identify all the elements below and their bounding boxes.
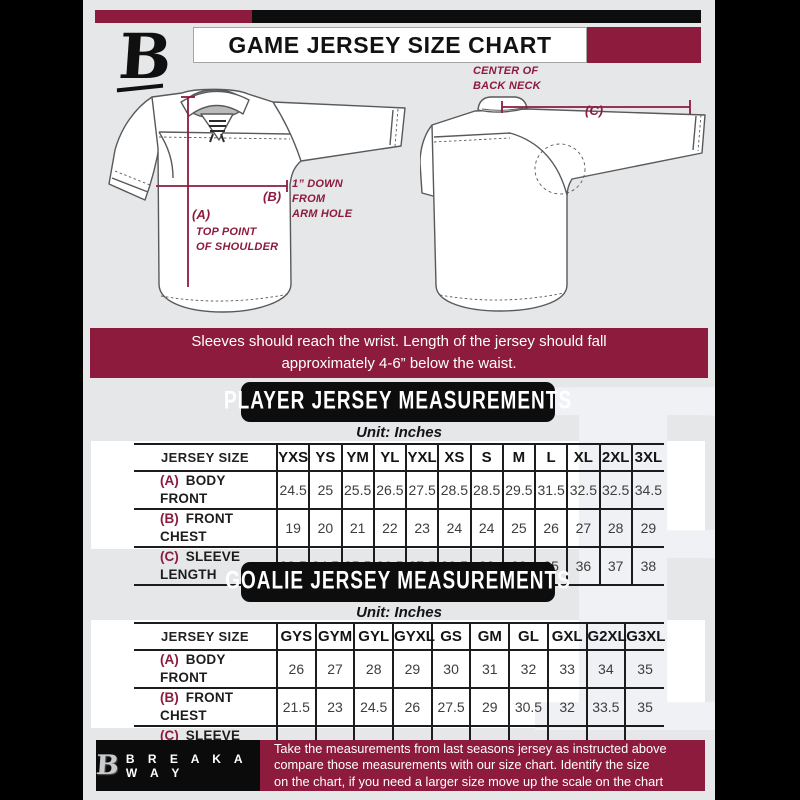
front-left-sleeve [108, 96, 161, 201]
measure-b-key: (B) [263, 189, 282, 204]
measure-a-key: (A) [192, 207, 211, 222]
header-accent-bar-black [252, 10, 701, 23]
breakaway-footer-logo-icon: B [94, 750, 120, 781]
table-row: (A) BODY FRONT 24.5 25 25.5 26.5 27.5 28.… [134, 471, 664, 510]
measure-c-key: (C) [585, 103, 604, 118]
center-back-neck-note: CENTER OF BACK NECK [473, 65, 541, 92]
goalie-section-banner: GOALIE JERSEY MEASUREMENTS [225, 562, 570, 602]
front-measurement-lines [156, 96, 288, 287]
footer-instructions-line1: Take the measurements from last seasons … [274, 740, 667, 756]
table-header-row: JERSEY SIZE YXS YS YM YL YXL XS S M L XL… [134, 443, 664, 472]
front-body [151, 88, 406, 313]
jersey-size-header: JERSEY SIZE [134, 622, 277, 651]
front-collar [180, 90, 250, 117]
goalie-size-table: JERSEY SIZE GYS GYM GYL GYXL GS GM GL GX… [134, 622, 665, 765]
table-row: (B) FRONT CHEST 19 20 21 22 23 24 24 25 2… [134, 509, 664, 548]
player-section-title: PLAYER JERSEY MEASUREMENTS [223, 387, 573, 416]
front-jersey-diagram [108, 88, 406, 313]
table-row: (A) BODY FRONT 26 27 28 29 30 31 32 33 34… [134, 650, 664, 689]
fit-notice-banner: Sleeves should reach the wrist. Length o… [90, 328, 708, 378]
footer-brand-name: B R E A K A W A Y [125, 751, 248, 780]
footer-instructions: Take the measurements from last seasons … [260, 740, 705, 791]
goalie-unit-label: Unit: Inches [356, 604, 442, 621]
fit-notice-line2: approximately 4-6” below the waist. [281, 355, 517, 372]
breakaway-logo-icon: B [110, 20, 179, 96]
title-accent-block [587, 27, 701, 63]
size-chart-page: B B GAME JERSEY SIZE CHART [83, 0, 715, 800]
fit-notice-line1: Sleeves should reach the wrist. Length o… [191, 332, 607, 350]
front-lace-icon [209, 120, 226, 143]
player-section-banner: PLAYER JERSEY MEASUREMENTS [224, 382, 571, 422]
page-title: GAME JERSEY SIZE CHART [228, 31, 552, 58]
player-unit-label: Unit: Inches [356, 424, 442, 441]
back-jersey-diagram [420, 96, 706, 312]
back-body [431, 108, 706, 312]
footer-instructions-line2: compare those measurements with our size… [274, 757, 650, 773]
footer-logo-block: B B R E A K A W A Y [94, 740, 260, 791]
back-measurement-lines [501, 100, 691, 114]
footer-instructions-line3: on the chart, if you need a larger size … [274, 773, 664, 789]
arm-hole-note: 1” DOWN FROM ARM HOLE [292, 178, 353, 220]
table-header-row: JERSEY SIZE GYS GYM GYL GYXL GS GM GL GX… [134, 622, 665, 651]
title-box: GAME JERSEY SIZE CHART [193, 27, 587, 63]
goalie-section-title: GOALIE JERSEY MEASUREMENTS [225, 567, 571, 596]
table-row: (B) FRONT CHEST 21.5 23 24.5 26 27.5 29 3… [134, 688, 664, 727]
jersey-size-header: JERSEY SIZE [134, 443, 277, 472]
top-point-note: TOP POINT OF SHOULDER [196, 226, 279, 253]
